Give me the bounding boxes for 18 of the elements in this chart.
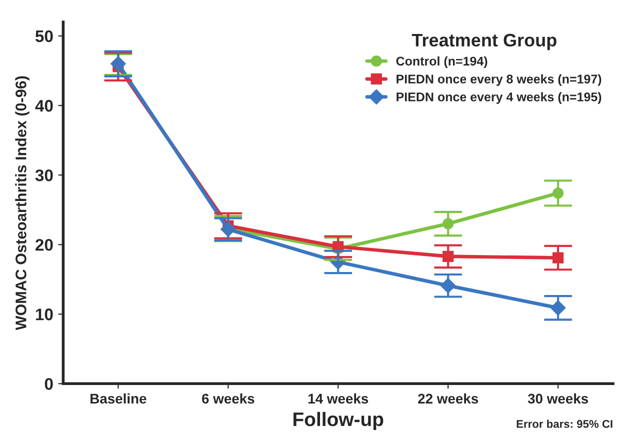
x-tick-label: 14 weeks — [308, 393, 368, 404]
x-tick-label: 30 weeks — [528, 393, 588, 404]
y-axis-title: WOMAC Osteoarthritis Index (0-96) — [15, 76, 30, 330]
legend-label: PIEDN once every 4 weeks (n=195) — [396, 92, 602, 104]
x-tick-label: 6 weeks — [202, 393, 254, 404]
x-tick-label: Baseline — [90, 393, 146, 404]
y-tick-label: 0 — [44, 378, 53, 390]
y-tick-label: 20 — [36, 238, 53, 251]
legend-title: Treatment Group — [412, 34, 556, 50]
y-tick-label: 30 — [35, 169, 53, 182]
x-tick-label: 22 weeks — [418, 393, 478, 404]
y-tick-label: 40 — [35, 100, 53, 112]
y-tick-label: 10 — [36, 308, 53, 320]
legend-label: PIEDN once every 8 weeks (n=197) — [396, 74, 602, 86]
text: Error bars: 95% CI — [516, 420, 612, 428]
legend-label: Control (n=194) — [396, 56, 488, 68]
y-tick-label: 50 — [35, 30, 53, 42]
x-axis-title: Follow-up — [294, 412, 384, 430]
